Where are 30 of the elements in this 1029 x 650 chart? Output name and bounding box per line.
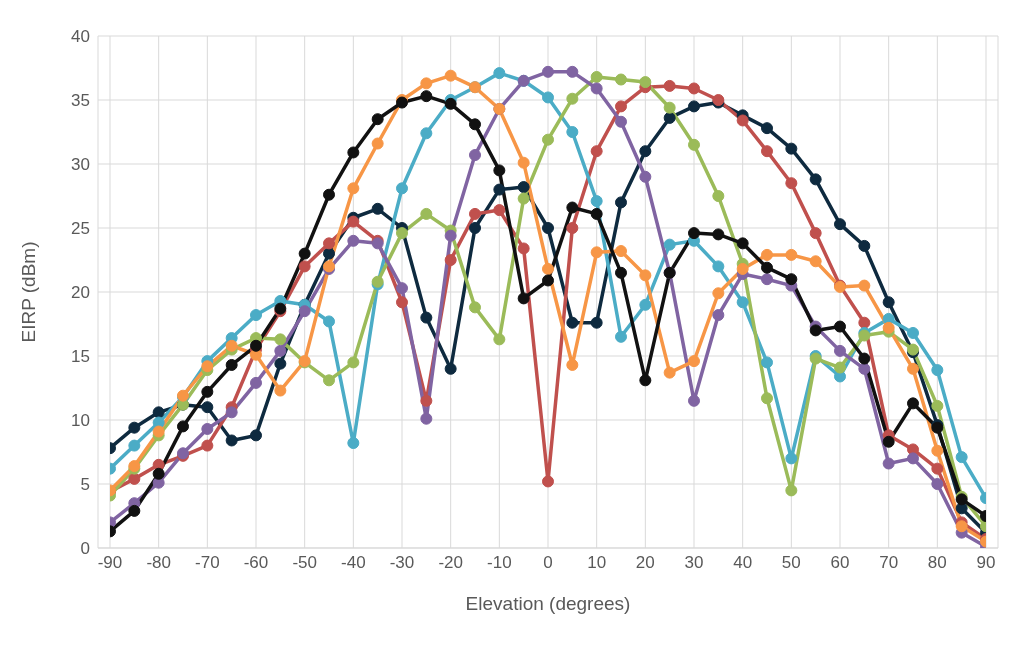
x-tick-label: 20 bbox=[635, 553, 655, 573]
y-tick-label: 25 bbox=[71, 219, 90, 239]
x-tick-label: -40 bbox=[341, 553, 366, 573]
x-tick-label: -80 bbox=[146, 553, 171, 573]
x-tick-label: -20 bbox=[438, 553, 463, 573]
y-tick-label: 15 bbox=[71, 347, 90, 367]
y-tick-label: 0 bbox=[80, 539, 90, 559]
x-tick-label: -50 bbox=[292, 553, 317, 573]
x-tick-label: 50 bbox=[781, 553, 801, 573]
x-tick-label: 40 bbox=[733, 553, 753, 573]
y-tick-label: 10 bbox=[71, 411, 90, 431]
x-tick-label: -70 bbox=[195, 553, 220, 573]
x-tick-label: 60 bbox=[830, 553, 850, 573]
y-tick-label: 35 bbox=[71, 91, 90, 111]
x-tick-label: 80 bbox=[927, 553, 947, 573]
x-tick-label: 0 bbox=[543, 553, 553, 573]
y-tick-label: 30 bbox=[71, 155, 90, 175]
x-tick-label: 90 bbox=[976, 553, 996, 573]
x-tick-label: 30 bbox=[684, 553, 704, 573]
x-tick-label: -90 bbox=[97, 553, 123, 573]
y-axis-title: EIRP (dBm) bbox=[17, 241, 39, 343]
x-tick-label: -30 bbox=[389, 553, 415, 573]
y-tick-label: 5 bbox=[80, 475, 90, 495]
x-tick-label: -10 bbox=[487, 553, 512, 573]
x-tick-label: 10 bbox=[587, 553, 607, 573]
y-tick-label: 40 bbox=[71, 27, 90, 47]
y-tick-label: 20 bbox=[71, 283, 90, 303]
x-tick-label: 70 bbox=[879, 553, 899, 573]
x-tick-label: -60 bbox=[243, 553, 269, 573]
x-axis-title: Elevation (degrees) bbox=[465, 593, 631, 614]
